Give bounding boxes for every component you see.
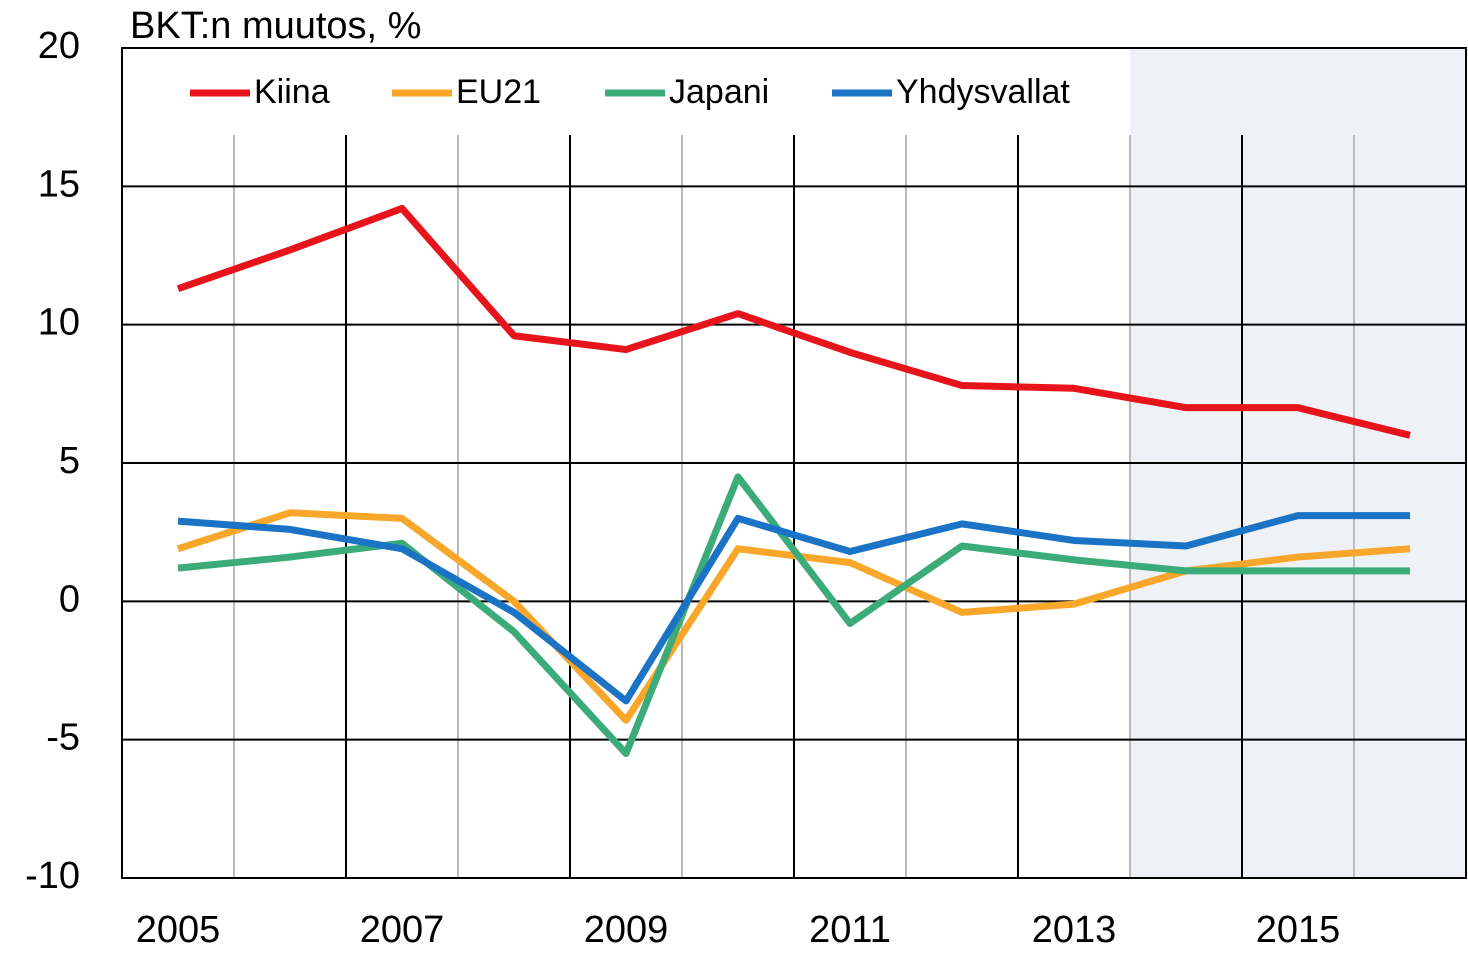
x-tick-label: 2015	[1256, 909, 1341, 951]
x-tick-label: 2013	[1032, 909, 1117, 951]
y-tick-label: 5	[59, 440, 80, 482]
x-tick-label: 2009	[584, 909, 669, 951]
legend-label: Yhdysvallat	[896, 73, 1070, 111]
y-tick-label: 20	[38, 25, 80, 67]
y-tick-label: -5	[46, 717, 80, 759]
y-tick-label: 15	[38, 163, 80, 205]
x-tick-label: 2007	[360, 909, 445, 951]
y-tick-label: -10	[25, 855, 80, 897]
y-tick-label: 0	[59, 578, 80, 620]
x-tick-label: 2011	[809, 909, 891, 951]
x-tick-label: 2005	[136, 909, 221, 951]
plot-frame	[121, 47, 1467, 879]
series-line	[176, 204, 1411, 439]
legend-label: EU21	[456, 73, 541, 111]
legend-label: Kiina	[254, 73, 330, 111]
y-tick-label: 10	[38, 302, 80, 344]
chart-title: BKT:n muutos, %	[130, 5, 421, 47]
series-line	[177, 512, 1410, 705]
legend-label: Japani	[669, 73, 769, 111]
